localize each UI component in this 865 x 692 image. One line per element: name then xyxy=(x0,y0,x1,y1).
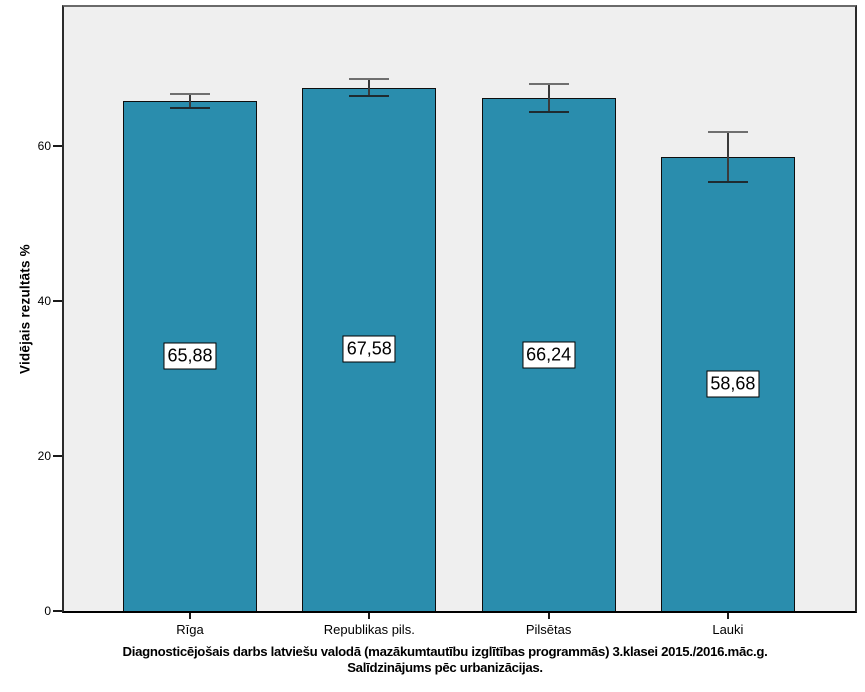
plot-area: 65,88 67,58 66,24 58,68 xyxy=(62,5,857,613)
error-bar-cap-top xyxy=(349,78,390,81)
value-label: 66,24 xyxy=(522,341,576,369)
error-bar-cap-top xyxy=(528,82,569,85)
x-category-label: Republikas pils. xyxy=(323,622,415,637)
error-bar-cap-bottom xyxy=(528,111,569,114)
error-bar-stem xyxy=(368,80,371,96)
error-bar-stem xyxy=(726,132,729,181)
error-bar-stem xyxy=(189,94,191,108)
chart-caption-line2: Salīdzinājums pēc urbanizācijas. xyxy=(347,659,543,675)
y-axis-title: Vidējais rezultāts % xyxy=(17,244,33,374)
value-label: 58,68 xyxy=(706,370,760,398)
x-tick-mark xyxy=(726,613,729,619)
chart-caption-line1: Diagnosticējošais darbs latviešu valodā … xyxy=(122,644,768,659)
y-tick-mark xyxy=(53,145,62,148)
value-label: 65,88 xyxy=(163,342,217,370)
x-category-label: Lauki xyxy=(712,622,744,637)
error-bar-cap-top xyxy=(170,92,210,95)
y-tick-mark xyxy=(53,610,62,612)
y-tick-label: 40 xyxy=(37,294,51,309)
x-tick-mark xyxy=(547,613,550,619)
x-tick-mark xyxy=(368,613,371,619)
x-category-label: Pilsētas xyxy=(525,622,572,637)
error-bar-cap-bottom xyxy=(707,180,748,183)
error-bar-cap-top xyxy=(707,130,748,133)
x-category-label: Rīga xyxy=(176,622,204,637)
y-tick-label: 60 xyxy=(37,139,51,154)
y-tick-mark xyxy=(53,300,62,303)
y-tick-label: 0 xyxy=(44,604,51,618)
x-tick-mark xyxy=(189,613,191,619)
value-label: 67,58 xyxy=(342,335,396,363)
y-tick-mark xyxy=(53,455,62,458)
chart-caption: Diagnosticējošais darbs latviešu valodā … xyxy=(35,644,855,675)
y-tick-label: 20 xyxy=(37,449,51,464)
error-bar-cap-bottom xyxy=(170,107,210,110)
error-bar-cap-bottom xyxy=(349,95,390,98)
error-bar-stem xyxy=(547,84,550,112)
